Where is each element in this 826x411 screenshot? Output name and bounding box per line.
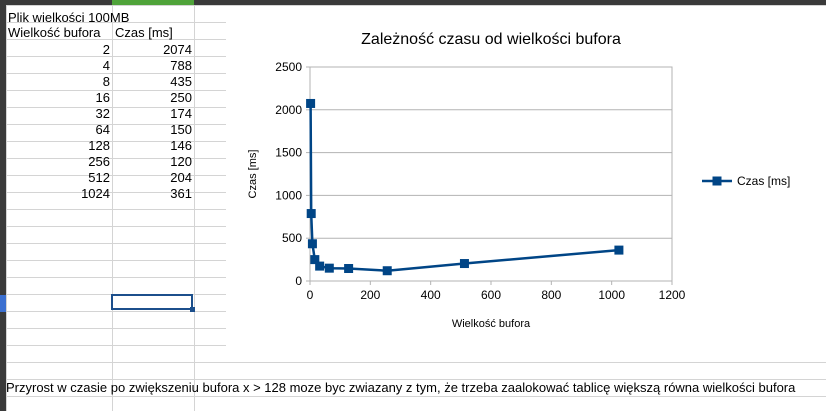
y-tick-label: 1000 bbox=[275, 188, 302, 202]
x-tick-label: 0 bbox=[307, 288, 314, 302]
cell-buffer-size[interactable]: 256 bbox=[88, 154, 110, 169]
data-point bbox=[306, 209, 316, 219]
data-point bbox=[307, 239, 317, 249]
data-point bbox=[324, 263, 334, 273]
y-axis-label: Czas [ms] bbox=[247, 150, 259, 199]
x-axis-label: Wielkość bufora bbox=[452, 318, 531, 330]
data-point bbox=[315, 261, 325, 271]
data-point bbox=[459, 259, 469, 269]
note-text[interactable]: Przyrost w czasie po zwiększeniu bufora … bbox=[6, 380, 796, 395]
column-header-bar bbox=[0, 0, 826, 5]
cell-time[interactable]: 361 bbox=[170, 186, 192, 201]
header-time[interactable]: Czas [ms] bbox=[115, 25, 173, 40]
chart-svg: Zależność czasu od wielkości bufora 0 500 1… bbox=[247, 31, 790, 330]
data-point bbox=[382, 266, 392, 276]
cell-buffer-size[interactable]: 2 bbox=[102, 42, 110, 57]
x-tick-label: 400 bbox=[421, 288, 441, 302]
y-tick-label: 2500 bbox=[275, 60, 302, 74]
cell-time[interactable]: 150 bbox=[170, 122, 192, 137]
cell-time[interactable]: 204 bbox=[170, 170, 192, 185]
cell-buffer-size[interactable]: 64 bbox=[95, 122, 110, 137]
legend-marker bbox=[712, 176, 722, 186]
chart-title: Zależność czasu od wielkości bufora bbox=[361, 31, 621, 48]
legend-label: Czas [ms] bbox=[737, 174, 790, 188]
data-point bbox=[614, 245, 624, 255]
y-tick-label: 1500 bbox=[275, 146, 302, 160]
cell-buffer-size[interactable]: 4 bbox=[102, 58, 110, 73]
data-point bbox=[344, 264, 354, 274]
selected-cell[interactable] bbox=[111, 294, 195, 312]
y-tick-label: 500 bbox=[282, 231, 302, 245]
cell-a1[interactable]: Plik wielkości 100MB bbox=[8, 10, 130, 25]
row-header-bar bbox=[0, 5, 6, 411]
column-divider bbox=[112, 5, 113, 411]
chart[interactable]: Zależność czasu od wielkości bufora 0 500 1… bbox=[226, 12, 826, 346]
cell-time[interactable]: 435 bbox=[170, 74, 192, 89]
column-divider bbox=[194, 5, 195, 411]
y-tick-label: 0 bbox=[295, 274, 302, 288]
x-tick-label: 800 bbox=[541, 288, 561, 302]
cell-time[interactable]: 250 bbox=[170, 90, 192, 105]
y-tick-label: 2000 bbox=[275, 103, 302, 117]
cell-time[interactable]: 174 bbox=[170, 106, 192, 121]
series-line bbox=[309, 103, 620, 272]
cell-time[interactable]: 2074 bbox=[163, 42, 192, 57]
header-buffer-size[interactable]: Wielkość bufora bbox=[8, 25, 101, 40]
x-tick-label: 1000 bbox=[598, 288, 625, 302]
cell-buffer-size[interactable]: 1024 bbox=[81, 186, 110, 201]
cell-buffer-size[interactable]: 512 bbox=[88, 170, 110, 185]
x-tick-label: 200 bbox=[360, 288, 380, 302]
cell-time[interactable]: 788 bbox=[170, 58, 192, 73]
cell-buffer-size[interactable]: 16 bbox=[95, 90, 110, 105]
x-tick-label: 600 bbox=[481, 288, 501, 302]
cell-time[interactable]: 120 bbox=[170, 154, 192, 169]
x-tick-label: 1200 bbox=[659, 288, 686, 302]
cell-buffer-size[interactable]: 32 bbox=[95, 106, 110, 121]
data-point bbox=[306, 98, 316, 108]
selected-row-header[interactable] bbox=[0, 295, 6, 312]
cell-time[interactable]: 146 bbox=[170, 138, 192, 153]
fill-handle[interactable] bbox=[190, 307, 195, 312]
cell-buffer-size[interactable]: 128 bbox=[88, 138, 110, 153]
data-point bbox=[310, 255, 320, 265]
cell-buffer-size[interactable]: 8 bbox=[102, 74, 110, 89]
selected-column-header[interactable] bbox=[112, 0, 194, 5]
